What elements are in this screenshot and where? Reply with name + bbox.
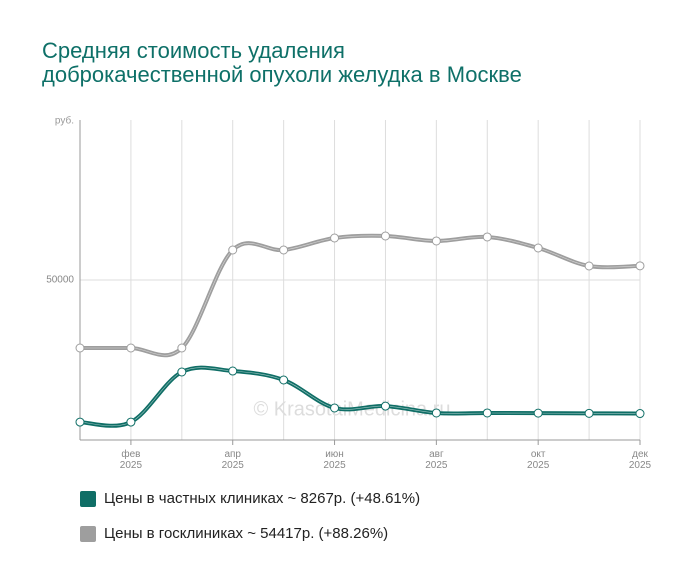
legend-swatch: [80, 526, 96, 542]
data-point: [177, 367, 187, 377]
data-point: [482, 232, 492, 242]
data-point: [533, 408, 543, 418]
data-point: [330, 403, 340, 413]
data-point: [533, 243, 543, 253]
y-tick-label: 50000: [46, 275, 74, 286]
chart-title: Средняя стоимость удаления доброкачествен…: [42, 38, 522, 87]
x-tick-label: апр 2025: [221, 449, 244, 471]
data-point: [330, 233, 340, 243]
x-tick-label: авг 2025: [425, 449, 448, 471]
data-point: [279, 375, 289, 385]
data-point: [482, 408, 492, 418]
x-tick-label: окт 2025: [527, 449, 550, 471]
data-point: [75, 343, 85, 353]
series-line: [80, 233, 641, 358]
legend-label: Цены в госклиниках ~ 54417р. (+88.26%): [104, 525, 388, 542]
data-point: [584, 261, 594, 271]
data-point: [431, 408, 441, 418]
data-point: [177, 343, 187, 353]
legend-swatch: [80, 491, 96, 507]
legend-label: Цены в частных клиниках ~ 8267р. (+48.61…: [104, 490, 420, 507]
x-tick-label: фев 2025: [119, 449, 143, 471]
x-tick-label: июн 2025: [323, 449, 346, 471]
data-point: [126, 417, 136, 427]
data-point: [126, 343, 136, 353]
data-point: [228, 245, 238, 255]
data-point: [228, 366, 238, 376]
data-point: [380, 401, 390, 411]
data-point: [431, 236, 441, 246]
data-point: [635, 261, 645, 271]
x-tick-label: дек 2025: [628, 449, 652, 471]
data-point: [279, 245, 289, 255]
data-point: [635, 409, 645, 419]
y-axis-label: руб.: [55, 115, 74, 127]
data-point: [380, 231, 390, 241]
data-point: [584, 408, 594, 418]
data-point: [75, 417, 85, 427]
